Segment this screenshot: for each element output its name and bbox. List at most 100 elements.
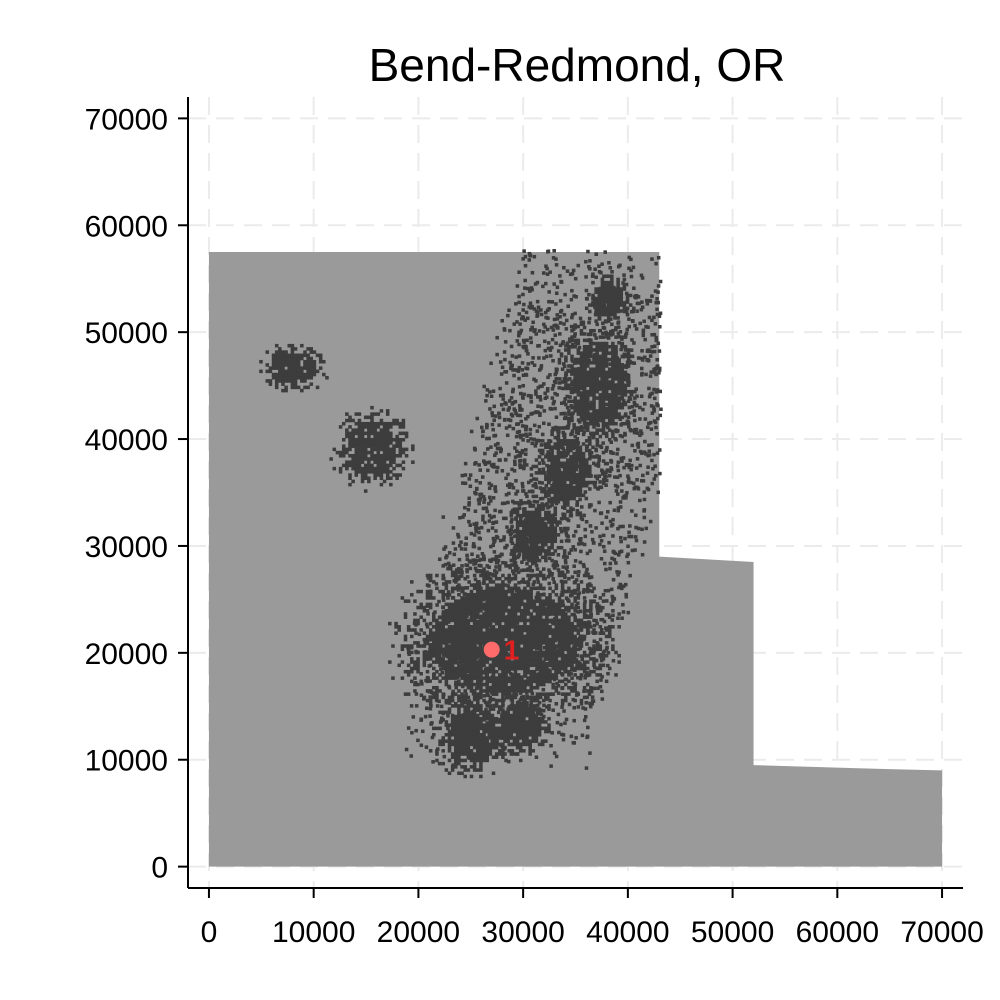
- developed-cell: [603, 312, 608, 317]
- developed-cell: [529, 592, 533, 597]
- developed-cell: [525, 713, 529, 718]
- developed-cell: [472, 599, 477, 603]
- developed-cell: [551, 628, 555, 632]
- developed-cell: [616, 290, 620, 295]
- developed-cell: [614, 393, 618, 397]
- developed-cell: [573, 383, 577, 388]
- developed-cell: [510, 589, 515, 594]
- developed-cell: [447, 771, 452, 776]
- developed-cell: [466, 666, 471, 671]
- developed-cell: [605, 335, 609, 339]
- developed-cell: [360, 437, 365, 442]
- developed-cell: [504, 642, 508, 647]
- developed-cell: [573, 650, 577, 655]
- developed-cell: [345, 447, 349, 452]
- developed-cell: [419, 679, 423, 684]
- developed-cell: [480, 434, 485, 439]
- developed-cell: [510, 524, 514, 529]
- developed-cell: [582, 587, 586, 592]
- developed-cell: [510, 596, 515, 600]
- developed-cell: [441, 660, 445, 664]
- developed-cell: [354, 466, 359, 471]
- developed-cell: [567, 418, 571, 423]
- developed-cell: [504, 589, 508, 594]
- developed-cell: [413, 676, 417, 680]
- developed-cell: [432, 596, 436, 600]
- developed-cell: [560, 586, 565, 591]
- developed-cell: [547, 493, 551, 498]
- developed-cell: [657, 349, 662, 353]
- developed-cell: [397, 625, 402, 629]
- developed-cell: [573, 332, 577, 336]
- developed-cell: [535, 429, 540, 433]
- developed-cell: [562, 433, 566, 438]
- developed-cell: [306, 363, 310, 367]
- developed-cell: [557, 612, 562, 616]
- developed-cell: [538, 413, 542, 417]
- developed-cell: [578, 609, 583, 614]
- developed-cell: [370, 463, 374, 468]
- developed-cell: [537, 742, 542, 747]
- developed-cell: [605, 288, 609, 293]
- developed-cell: [547, 707, 551, 711]
- developed-cell: [463, 609, 467, 613]
- developed-cell: [518, 758, 523, 763]
- developed-cell: [498, 576, 502, 581]
- developed-cell: [490, 729, 495, 734]
- developed-cell: [569, 445, 573, 450]
- developed-cell: [348, 415, 352, 420]
- developed-cell: [536, 305, 541, 310]
- developed-cell: [414, 704, 419, 708]
- developed-cell: [541, 666, 546, 671]
- developed-cell: [382, 421, 387, 426]
- developed-cell: [490, 726, 495, 731]
- developed-cell: [441, 749, 445, 753]
- developed-cell: [616, 287, 620, 291]
- developed-cell: [498, 612, 502, 616]
- developed-cell: [506, 726, 510, 731]
- developed-cell: [488, 669, 493, 674]
- developed-cell: [607, 409, 612, 413]
- developed-cell: [562, 442, 567, 446]
- developed-cell: [653, 289, 658, 293]
- developed-cell: [557, 494, 562, 498]
- developed-cell: [560, 692, 565, 696]
- developed-cell: [560, 631, 565, 636]
- developed-cell: [482, 723, 486, 727]
- developed-cell: [607, 615, 612, 619]
- developed-cell: [503, 736, 507, 740]
- developed-cell: [529, 685, 533, 690]
- developed-cell: [367, 434, 371, 439]
- developed-cell: [472, 657, 477, 661]
- developed-cell: [441, 739, 445, 743]
- developed-cell: [544, 510, 548, 515]
- developed-cell: [572, 458, 576, 462]
- developed-cell: [578, 560, 583, 565]
- developed-cell: [296, 353, 301, 358]
- developed-cell: [522, 513, 526, 518]
- developed-cell: [598, 434, 603, 439]
- developed-cell: [611, 599, 615, 603]
- developed-cell: [447, 592, 452, 597]
- developed-cell: [507, 644, 512, 648]
- developed-cell: [513, 573, 518, 578]
- developed-cell: [627, 530, 631, 535]
- developed-cell: [585, 361, 590, 365]
- developed-cell: [510, 695, 515, 700]
- developed-cell: [522, 739, 526, 743]
- developed-cell: [457, 720, 461, 724]
- developed-cell: [528, 713, 532, 718]
- developed-cell: [597, 458, 602, 462]
- developed-cell: [567, 647, 571, 652]
- developed-cell: [510, 389, 515, 394]
- developed-cell: [528, 723, 532, 727]
- developed-cell: [507, 596, 511, 600]
- developed-cell: [463, 547, 468, 551]
- developed-cell: [376, 444, 381, 448]
- developed-cell: [444, 720, 449, 724]
- developed-cell: [441, 657, 445, 661]
- developed-cell: [482, 384, 486, 389]
- developed-cell: [432, 644, 436, 648]
- developed-cell: [447, 676, 452, 680]
- developed-cell: [633, 548, 637, 552]
